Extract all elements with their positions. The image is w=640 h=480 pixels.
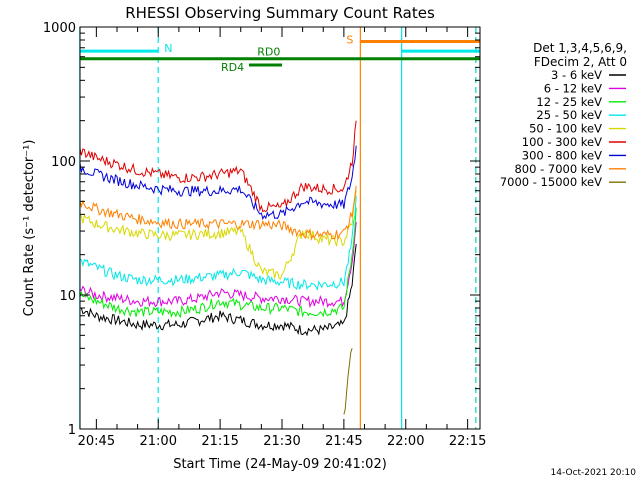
legend-item-label: 50 - 100 keV <box>529 122 602 136</box>
legend-item-label: 7000 - 15000 keV <box>500 175 602 189</box>
x-tick-label: 22:00 <box>387 434 424 449</box>
series-line <box>79 186 357 241</box>
plot-frame <box>79 26 481 430</box>
series-line <box>79 145 357 221</box>
x-tick-label: 21:30 <box>263 434 300 449</box>
status-bar-label: S <box>346 33 353 46</box>
status-bar-label: RD0 <box>257 46 280 59</box>
legend-item-label: 800 - 7000 keV <box>514 162 602 176</box>
legend-item-label: 100 - 300 keV <box>522 135 602 149</box>
status-bar-label: N <box>164 42 172 55</box>
y-axis: 1 10 100 1000 <box>43 21 480 438</box>
legend-header-line-1: Det 1,3,4,5,6,9, <box>533 41 627 55</box>
y-tick-label: 10 <box>59 289 76 304</box>
y-tick-label: 100 <box>51 155 76 170</box>
series-line <box>79 120 357 213</box>
legend-item-label: 6 - 12 keV <box>544 81 602 95</box>
y-tick-label: 1000 <box>43 21 76 36</box>
x-tick-label: 22:15 <box>449 434 486 449</box>
legend: Det 1,3,4,5,6,9, FDecim 2, Att 0 3 - 6 k… <box>500 41 627 189</box>
x-tick-label: 20:45 <box>78 434 115 449</box>
y-axis-label: Count Rate (s⁻¹ detector⁻¹) <box>22 140 37 317</box>
series-line <box>79 195 357 291</box>
legend-item-label: 12 - 25 keV <box>536 95 602 109</box>
legend-header-line-2: FDecim 2, Att 0 <box>534 55 627 69</box>
status-bar-label: RD4 <box>221 61 244 74</box>
series-line <box>343 348 353 415</box>
series-line <box>79 222 357 309</box>
y-tick-label: 1 <box>68 423 76 438</box>
timestamp: 14-Oct-2021 20:10 <box>551 468 637 478</box>
series-line <box>79 244 357 337</box>
legend-item-label: 3 - 6 keV <box>551 68 602 82</box>
x-tick-label: 21:15 <box>201 434 238 449</box>
x-axis: 20:45 21:00 21:15 21:30 21:45 22:00 22:15 <box>78 27 486 449</box>
series-line <box>79 207 357 319</box>
x-tick-label: 21:45 <box>325 434 362 449</box>
legend-item-label: 25 - 50 keV <box>536 108 602 122</box>
x-axis-label: Start Time (24-May-09 20:41:02) <box>173 457 387 472</box>
legend-item-label: 300 - 800 keV <box>522 148 602 162</box>
series-line <box>79 190 357 280</box>
x-tick-label: 21:00 <box>140 434 177 449</box>
plot-area: N S RD0 RD4 <box>79 27 480 429</box>
chart-title: RHESSI Observing Summary Count Rates <box>125 4 435 22</box>
